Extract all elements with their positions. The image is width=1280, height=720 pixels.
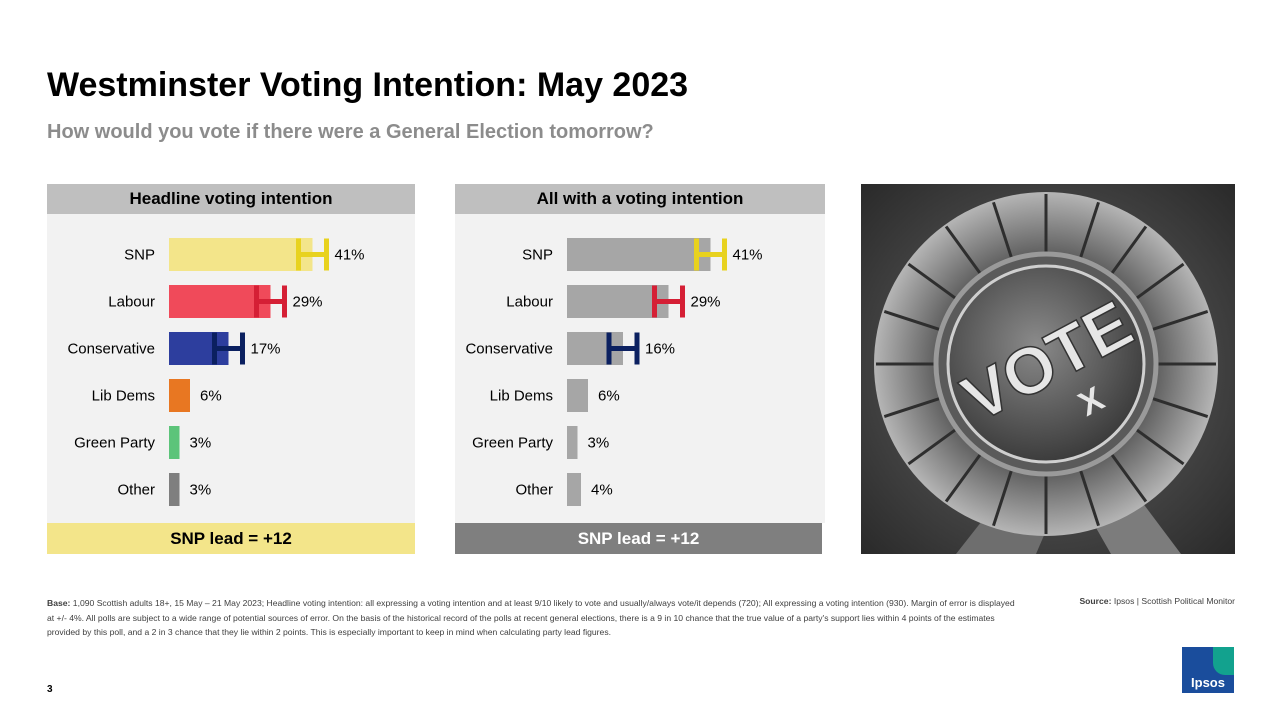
- error-bar-snp: [694, 238, 727, 271]
- category-label-conservative: Conservative: [67, 341, 155, 358]
- page-subtitle: How would you vote if there were a Gener…: [47, 121, 654, 143]
- category-label-lib-dems: Lib Dems: [490, 388, 553, 405]
- category-label-snp: SNP: [522, 247, 553, 264]
- error-bar-labour: [652, 285, 685, 318]
- value-label-conservative: 16%: [645, 341, 675, 358]
- category-label-other: Other: [515, 482, 553, 499]
- value-label-green-party: 3%: [190, 435, 212, 452]
- source-text: Ipsos | Scottish Political Monitor: [1113, 596, 1235, 606]
- value-label-labour: 29%: [293, 294, 323, 311]
- bar-chart-all: SNP 41% Labour 29% Conservative 16% Lib Dems 6%…: [465, 238, 763, 506]
- error-bar-labour: [254, 285, 287, 318]
- category-label-other: Other: [117, 482, 155, 499]
- value-label-lib-dems: 6%: [598, 388, 620, 405]
- bar-labour: [567, 285, 669, 318]
- category-label-conservative: Conservative: [465, 341, 553, 358]
- error-bar-conservative: [212, 332, 245, 365]
- footnote: Base: 1,090 Scottish adults 18+, 15 May …: [47, 596, 1017, 640]
- value-label-other: 3%: [190, 482, 212, 499]
- bar-labour: [169, 285, 271, 318]
- bar-other: [169, 473, 180, 506]
- bar-snp: [169, 238, 313, 271]
- bar-chart-headline: SNP 41% Labour 29% Conservative 17% Lib Dems 6%…: [67, 238, 365, 506]
- page-number: 3: [47, 684, 53, 695]
- page-title: Westminster Voting Intention: May 2023: [47, 66, 689, 104]
- chart-title: All with a voting intention: [455, 184, 825, 214]
- bar-green-party: [567, 426, 578, 459]
- value-label-snp: 41%: [335, 247, 365, 264]
- category-label-green-party: Green Party: [472, 435, 553, 452]
- category-label-labour: Labour: [506, 294, 553, 311]
- value-label-snp: 41%: [733, 247, 763, 264]
- source-label: Source:: [1079, 596, 1112, 606]
- rosette-image: VOTE X: [861, 184, 1235, 554]
- lead-banner-all: SNP lead = +12: [455, 523, 822, 554]
- logo-mark-icon: [1213, 647, 1234, 675]
- value-label-labour: 29%: [691, 294, 721, 311]
- category-label-lib-dems: Lib Dems: [92, 388, 155, 405]
- value-label-other: 4%: [591, 482, 613, 499]
- logo-text: Ipsos: [1191, 675, 1225, 690]
- base-text: 1,090 Scottish adults 18+, 15 May – 21 M…: [47, 598, 1015, 637]
- bar-lib-dems: [169, 379, 190, 412]
- error-bar-conservative: [606, 332, 640, 365]
- bar-lib-dems: [567, 379, 588, 412]
- bar-other: [567, 473, 581, 506]
- base-label: Base:: [47, 598, 71, 608]
- bar-snp: [567, 238, 711, 271]
- bar-green-party: [169, 426, 180, 459]
- chart-panel-all: All with a voting intention SNP 41% Labour…: [455, 184, 825, 523]
- source-note: Source: Ipsos | Scottish Political Monit…: [1079, 596, 1235, 606]
- category-label-labour: Labour: [108, 294, 155, 311]
- chart-title: Headline voting intention: [47, 184, 415, 214]
- ipsos-logo: Ipsos: [1182, 647, 1234, 693]
- value-label-green-party: 3%: [588, 435, 610, 452]
- vote-rosette-photo: VOTE X: [861, 184, 1235, 554]
- lead-banner-headline: SNP lead = +12: [47, 523, 415, 554]
- value-label-lib-dems: 6%: [200, 388, 222, 405]
- error-bar-snp: [296, 238, 329, 271]
- value-label-conservative: 17%: [251, 341, 281, 358]
- category-label-green-party: Green Party: [74, 435, 155, 452]
- category-label-snp: SNP: [124, 247, 155, 264]
- chart-panel-headline: Headline voting intention SNP 41% Labour 29…: [47, 184, 415, 523]
